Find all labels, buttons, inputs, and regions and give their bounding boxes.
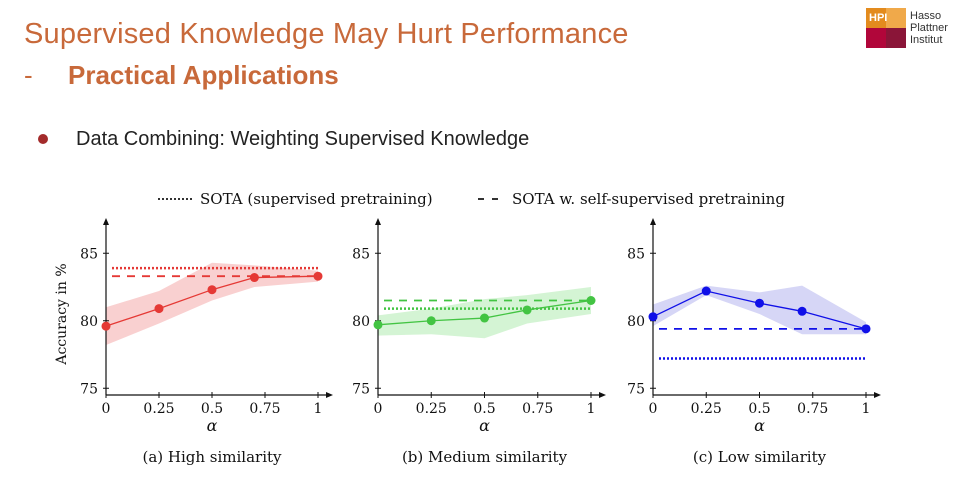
bullet-item: Data Combining: Weighting Supervised Kno… [38, 128, 529, 151]
x-tick-label: 0.5 [748, 401, 770, 417]
y-tick-label: 75 [627, 381, 645, 397]
slide-subtitle: - Practical Applications [24, 60, 339, 91]
data-point [249, 273, 259, 283]
y-tick-label: 75 [80, 381, 98, 397]
legend-sota-ssl-label: SOTA w. self-supervised pretraining [512, 190, 785, 208]
logo-line-3: Institut [910, 34, 943, 46]
x-axis-label: α [479, 416, 490, 435]
x-tick-label: 0 [374, 401, 383, 417]
x-tick-label: 0 [102, 401, 111, 417]
y-axis-label: Accuracy in % [54, 263, 70, 365]
data-point [648, 312, 658, 322]
x-axis-label: α [207, 416, 218, 435]
legend-sota-label: SOTA (supervised pretraining) [200, 190, 433, 208]
data-point [522, 305, 532, 315]
x-tick-label: 1 [862, 401, 871, 417]
y-tick-label: 85 [80, 246, 98, 262]
logo-block-light-orange [886, 8, 906, 28]
logo-line-2: Plattner [910, 22, 948, 34]
subtitle-dash: - [24, 60, 33, 90]
logo-wordmark: Hasso Plattner Institut [910, 10, 948, 46]
confidence-band [653, 285, 866, 335]
y-tick-label: 85 [627, 246, 645, 262]
chart-panel-2: 75 80 85 0 0.25 0.5 0.75 1 α (b) Medium similarit… [352, 218, 606, 466]
data-point [101, 321, 111, 331]
chart-panel-1: 75 80 85 0 0.25 0.5 0.75 1 α Accuracy in % (a) Hig… [54, 218, 333, 466]
y-axis-arrow-icon [103, 218, 109, 225]
subtitle-text: Practical Applications [68, 60, 339, 90]
logo-badge-text: HPI [869, 12, 888, 24]
x-tick-label: 0 [649, 401, 658, 417]
data-point [586, 296, 596, 305]
bullet-dot-icon [38, 134, 48, 144]
x-tick-label: 0.25 [143, 401, 174, 417]
logo-block-red [866, 28, 886, 48]
panel-caption: (b) Medium similarity [402, 448, 568, 466]
data-point [426, 316, 436, 326]
x-axis-arrow-icon [326, 392, 333, 398]
y-tick-label: 85 [352, 246, 370, 262]
panel-caption: (a) High similarity [142, 448, 282, 466]
x-tick-label: 0.5 [473, 401, 495, 417]
data-point [373, 320, 383, 330]
x-tick-label: 1 [587, 401, 596, 417]
data-point [207, 285, 217, 295]
logo-line-1: Hasso [910, 10, 942, 22]
x-tick-label: 0.5 [201, 401, 223, 417]
data-point [755, 298, 764, 308]
confidence-band [106, 262, 318, 346]
slide-title: Supervised Knowledge May Hurt Performanc… [24, 18, 629, 50]
data-point [313, 271, 323, 281]
bullet-text: Data Combining: Weighting Supervised Kno… [76, 128, 530, 150]
y-tick-label: 80 [352, 314, 370, 330]
panel-caption: (c) Low similarity [693, 448, 827, 466]
data-point [861, 324, 871, 334]
y-axis-arrow-icon [650, 218, 656, 225]
y-tick-label: 75 [352, 381, 370, 397]
y-axis-arrow-icon [375, 218, 381, 225]
logo-block-dark-red [886, 28, 906, 48]
data-point [701, 286, 711, 296]
y-tick-label: 80 [627, 314, 645, 330]
confidence-band [378, 287, 591, 339]
x-tick-label: 1 [314, 401, 323, 417]
legend: SOTA (supervised pretraining) SOTA w. se… [158, 190, 785, 208]
x-tick-label: 0.75 [249, 401, 280, 417]
x-axis-arrow-icon [599, 392, 606, 398]
x-tick-label: 0.25 [691, 401, 722, 417]
chart-panel-3: 75 80 85 0 0.25 0.5 0.75 1 α (c) Low similarity [627, 218, 881, 466]
x-tick-label: 0.75 [797, 401, 828, 417]
logo-block-orange [866, 8, 886, 28]
x-tick-label: 0.75 [522, 401, 553, 417]
chart-panels: 75 80 85 0 0.25 0.5 0.75 1 α Accuracy in % (a) Hig… [54, 218, 881, 466]
y-tick-label: 80 [80, 314, 98, 330]
x-tick-label: 0.25 [416, 401, 447, 417]
data-point [797, 306, 807, 316]
hpi-logo: HPI Hasso Plattner Institut [866, 8, 958, 50]
x-axis-arrow-icon [874, 392, 881, 398]
data-point [154, 304, 164, 314]
data-point [480, 313, 489, 323]
x-axis-label: α [754, 416, 765, 435]
